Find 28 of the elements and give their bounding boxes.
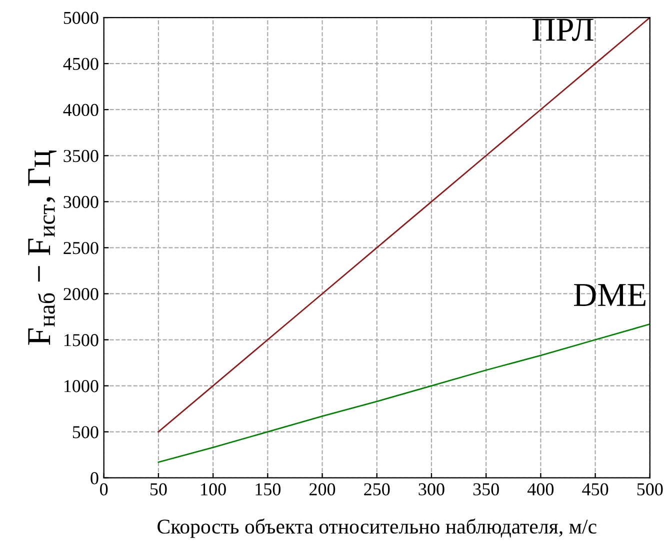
x-tick-label: 150 — [256, 483, 281, 496]
x-tick-label: 450 — [582, 483, 608, 496]
y-tick-label: 4500 — [63, 58, 98, 70]
x-tick-label: 0 — [100, 483, 108, 496]
x-tick-label: 500 — [637, 483, 663, 496]
y-axis-title: F$_{наб}$ − F$_{ист}$, Гц — [28, 150, 56, 345]
y-tick-label: 5000 — [64, 12, 98, 24]
x-axis-title: Скорость объекта относительно наблюдателя, м/с — [158, 518, 596, 538]
y-tick-label: 4000 — [63, 104, 98, 116]
x-tick-label: 250 — [364, 483, 390, 496]
x-tick-label: 300 — [418, 483, 444, 496]
series-label: ПРЛ — [532, 18, 594, 41]
y-tick-label: 3000 — [64, 196, 98, 208]
y-tick-label: 1000 — [64, 380, 98, 392]
x-tick-label: 200 — [310, 483, 336, 496]
y-tick-label: 3500 — [64, 150, 98, 162]
y-tick-label: 2000 — [64, 288, 98, 300]
y-tick-label: 500 — [72, 426, 98, 438]
x-tick-label: 100 — [201, 483, 226, 496]
y-tick-label: 0 — [90, 472, 98, 484]
x-tick-label: 50 — [150, 483, 167, 496]
y-tick-label: 1500 — [64, 334, 98, 346]
line-series — [158, 323, 650, 463]
y-tick-label: 2500 — [64, 242, 98, 254]
series-label: DME — [574, 284, 646, 306]
line-series — [158, 18, 650, 433]
x-tick-label: 400 — [528, 483, 554, 496]
x-tick-label: 350 — [473, 483, 499, 496]
